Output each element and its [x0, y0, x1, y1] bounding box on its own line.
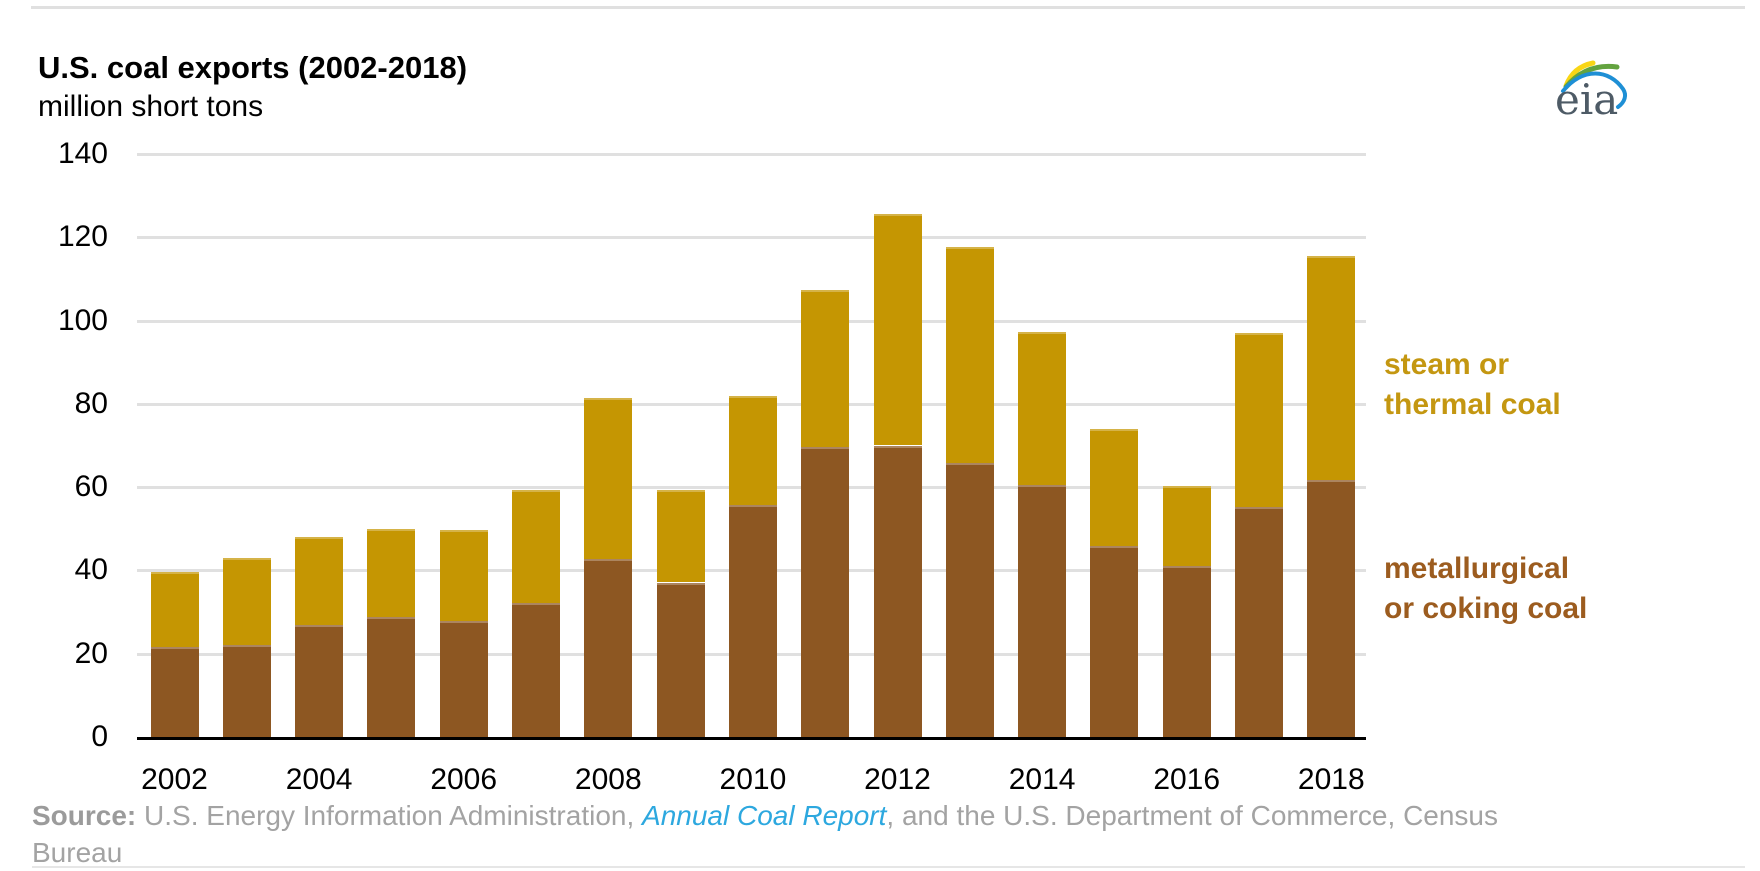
bar-metallurgical-2005	[367, 617, 416, 737]
bar-steam-2017	[1235, 333, 1283, 507]
gridline-100	[137, 319, 1366, 323]
logo-text: eia	[1555, 75, 1618, 124]
x-axis-tick-label: 2018	[1297, 763, 1365, 796]
bar-metallurgical-2013	[945, 463, 994, 737]
bar-steam-2006	[439, 530, 488, 622]
gridline-140	[137, 153, 1366, 156]
bar-metallurgical-2016	[1162, 566, 1211, 737]
bar-steam-2013	[945, 246, 994, 464]
x-axis-tick-label: 2010	[719, 763, 787, 796]
bar-metallurgical-2012	[873, 445, 922, 737]
bar-steam-2010	[728, 396, 777, 506]
x-axis-tick-label: 2002	[141, 763, 208, 796]
bottom-divider	[32, 866, 1745, 868]
bar-metallurgical-2018	[1307, 479, 1356, 737]
source-text-2: , and the U.S. Department of Commerce, C…	[886, 800, 1499, 831]
y-axis-tick-label: 100	[57, 303, 108, 337]
legend-met-line1: metallurgical	[1384, 552, 1570, 585]
x-axis-tick-label: 2008	[574, 763, 642, 796]
source-link-annual-coal-report[interactable]: Annual Coal Report	[642, 800, 887, 831]
bar-steam-2002	[150, 572, 199, 647]
bar-metallurgical-2014	[1018, 485, 1067, 737]
bar-steam-2012	[873, 213, 922, 446]
source-text-3: Bureau	[32, 837, 123, 868]
x-axis-tick-label: 2004	[285, 763, 353, 796]
bar-steam-2018	[1307, 255, 1356, 480]
y-axis-tick-label: 80	[74, 386, 108, 420]
bar-steam-2008	[584, 397, 633, 560]
legend-steam-line2: thermal coal	[1384, 388, 1561, 421]
y-axis-tick-label: 0	[91, 720, 108, 753]
bar-metallurgical-2011	[801, 447, 850, 737]
bar-steam-2011	[801, 290, 850, 448]
bar-steam-2016	[1162, 485, 1211, 567]
legend-met-line2: or coking coal	[1384, 592, 1588, 625]
y-axis-tick-label: 120	[57, 220, 108, 254]
bar-steam-2007	[512, 490, 560, 603]
bar-steam-2009	[656, 490, 705, 583]
y-axis-tick-label: 40	[74, 553, 108, 587]
y-axis-tick-label: 20	[74, 636, 108, 670]
bar-steam-2005	[367, 529, 416, 618]
bar-metallurgical-2007	[512, 602, 560, 737]
bar-metallurgical-2006	[439, 621, 488, 737]
bar-metallurgical-2004	[295, 624, 344, 737]
bar-metallurgical-2002	[150, 646, 199, 737]
x-axis	[137, 737, 1366, 740]
bar-metallurgical-2009	[656, 582, 705, 737]
gridline-120	[137, 236, 1366, 240]
source-text-1: U.S. Energy Information Administration,	[136, 800, 643, 831]
bar-steam-2014	[1018, 331, 1067, 486]
x-axis-tick-label: 2012	[864, 763, 931, 796]
x-axis-tick-label: 2006	[430, 763, 498, 796]
bar-metallurgical-2008	[584, 559, 633, 737]
eia-logo: eia	[1555, 60, 1628, 124]
bar-metallurgical-2015	[1090, 545, 1139, 737]
y-axis-tick-label: 60	[74, 470, 108, 504]
y-axis-units-label: million short tons	[38, 90, 264, 123]
bar-metallurgical-2003	[222, 645, 271, 737]
bar-steam-2015	[1090, 428, 1139, 546]
x-axis-tick-label: 2016	[1153, 763, 1221, 796]
x-axis-tick-label: 2014	[1008, 763, 1076, 796]
source-note: Source: U.S. Energy Information Administ…	[32, 797, 1732, 871]
source-prefix: Source:	[32, 800, 137, 831]
bar-steam-2003	[222, 557, 271, 646]
legend-steam-line1: steam or	[1384, 348, 1510, 381]
page-title: U.S. coal exports (2002-2018)	[38, 50, 468, 85]
bar-steam-2004	[295, 537, 344, 625]
logo-blue-arc-icon	[1561, 71, 1628, 109]
legend-label-metallurgical-coal: metallurgical or coking coal	[1384, 549, 1587, 629]
bar-metallurgical-2010	[728, 505, 777, 737]
bar-metallurgical-2017	[1235, 506, 1283, 737]
legend-label-steam-coal: steam or thermal coal	[1384, 345, 1561, 425]
y-axis-tick-label: 140	[57, 137, 108, 170]
top-divider	[31, 6, 1745, 9]
